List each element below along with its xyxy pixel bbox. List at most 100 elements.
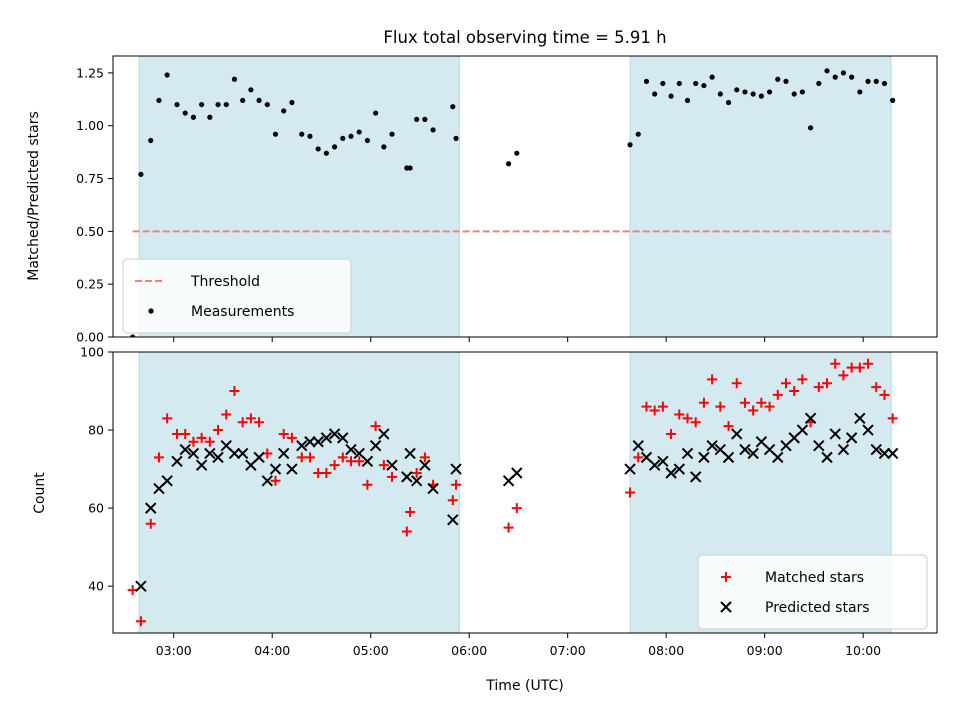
measurements-point[interactable] xyxy=(323,150,329,156)
measurements-point[interactable] xyxy=(299,131,305,137)
measurements-point[interactable] xyxy=(750,91,756,97)
measurements-point[interactable] xyxy=(873,78,879,84)
matched-stars-point[interactable] xyxy=(387,471,398,482)
measurements-point[interactable] xyxy=(890,97,896,103)
predicted-stars-point[interactable] xyxy=(829,428,841,440)
matched-stars-point[interactable] xyxy=(739,397,750,408)
matched-stars-point[interactable] xyxy=(180,428,191,439)
measurements-point[interactable] xyxy=(635,131,641,137)
predicted-stars-point[interactable] xyxy=(212,451,224,464)
measurements-point[interactable] xyxy=(816,80,822,87)
measurements-point[interactable] xyxy=(381,144,387,150)
matched-stars-point[interactable] xyxy=(715,401,726,412)
measurements-point[interactable] xyxy=(881,80,888,87)
matched-stars-point[interactable] xyxy=(625,487,636,498)
measurements-point[interactable] xyxy=(240,97,246,103)
predicted-stars-point[interactable] xyxy=(419,459,431,471)
matched-stars-point[interactable] xyxy=(682,413,693,424)
measurements-point[interactable] xyxy=(148,137,154,144)
measurements-point[interactable] xyxy=(364,137,371,144)
predicted-stars-point[interactable] xyxy=(845,432,858,444)
matched-stars-point[interactable] xyxy=(756,397,767,408)
measurements-point[interactable] xyxy=(857,89,863,95)
matched-stars-point[interactable] xyxy=(411,467,422,478)
predicted-stars-point[interactable] xyxy=(657,455,669,467)
matched-stars-point[interactable] xyxy=(863,358,874,369)
measurements-point[interactable] xyxy=(315,146,321,152)
predicted-stars-point[interactable] xyxy=(624,463,636,475)
matched-stars-point[interactable] xyxy=(764,401,775,412)
predicted-stars-point[interactable] xyxy=(269,463,282,475)
matched-stars-point[interactable] xyxy=(362,479,373,490)
predicted-stars-point[interactable] xyxy=(404,447,416,460)
predicted-stars-point[interactable] xyxy=(772,451,784,464)
measurements-point[interactable] xyxy=(849,74,855,80)
measurements-point[interactable] xyxy=(840,70,847,76)
measurements-point[interactable] xyxy=(231,76,238,82)
matched-stars-point[interactable] xyxy=(690,417,701,428)
matched-stars-point[interactable] xyxy=(337,452,348,463)
matched-stars-point[interactable] xyxy=(748,405,759,416)
measurements-point[interactable] xyxy=(289,99,295,106)
predicted-stars-point[interactable] xyxy=(673,463,686,475)
measurements-point[interactable] xyxy=(660,80,666,87)
matched-stars-point[interactable] xyxy=(237,417,248,428)
matched-stars-point[interactable] xyxy=(329,460,340,471)
measurements-point[interactable] xyxy=(453,135,459,141)
predicted-stars-point[interactable] xyxy=(648,459,661,471)
matched-stars-point[interactable] xyxy=(354,456,365,467)
predicted-stars-point[interactable] xyxy=(361,455,374,467)
predicted-stars-point[interactable] xyxy=(386,459,398,471)
predicted-stars-point[interactable] xyxy=(228,447,241,460)
measurements-point[interactable] xyxy=(734,87,740,93)
predicted-stars-point[interactable] xyxy=(731,428,743,440)
predicted-stars-point[interactable] xyxy=(187,447,200,460)
measurements-point[interactable] xyxy=(865,78,871,84)
measurements-point[interactable] xyxy=(356,129,362,135)
matched-stars-point[interactable] xyxy=(419,452,430,463)
predicted-stars-point[interactable] xyxy=(195,459,208,471)
measurements-point[interactable] xyxy=(652,91,658,97)
matched-stars-point[interactable] xyxy=(370,421,381,432)
predicted-stars-point[interactable] xyxy=(135,580,147,592)
measurements-point[interactable] xyxy=(742,89,748,95)
measurements-point[interactable] xyxy=(693,80,699,87)
matched-stars-point[interactable] xyxy=(511,503,522,514)
measurements-point[interactable] xyxy=(758,93,764,99)
matched-stars-point[interactable] xyxy=(270,475,281,486)
matched-stars-point[interactable] xyxy=(304,452,315,463)
predicted-stars-point[interactable] xyxy=(369,439,382,452)
predicted-stars-point[interactable] xyxy=(171,455,183,467)
measurements-point[interactable] xyxy=(407,165,413,171)
matched-stars-point[interactable] xyxy=(245,413,256,424)
predicted-stars-point[interactable] xyxy=(447,514,459,526)
predicted-stars-point[interactable] xyxy=(632,439,644,452)
predicted-stars-point[interactable] xyxy=(747,447,759,460)
measurements-point[interactable] xyxy=(199,101,205,108)
matched-stars-point[interactable] xyxy=(871,382,882,393)
measurements-point[interactable] xyxy=(783,78,789,84)
matched-stars-point[interactable] xyxy=(447,495,458,506)
measurements-point[interactable] xyxy=(775,76,781,82)
matched-stars-point[interactable] xyxy=(854,362,865,373)
matched-stars-point[interactable] xyxy=(196,432,207,443)
predicted-stars-point[interactable] xyxy=(821,451,833,464)
measurements-point[interactable] xyxy=(709,74,715,80)
matched-stars-point[interactable] xyxy=(666,428,677,439)
measurements-point[interactable] xyxy=(808,125,814,131)
predicted-stars-point[interactable] xyxy=(328,428,341,440)
predicted-stars-point[interactable] xyxy=(345,443,357,456)
measurements-point[interactable] xyxy=(514,150,520,156)
measurements-point[interactable] xyxy=(307,133,313,139)
measurements-point[interactable] xyxy=(248,87,254,93)
predicted-stars-point[interactable] xyxy=(837,443,850,456)
matched-stars-point[interactable] xyxy=(401,526,412,537)
measurements-point[interactable] xyxy=(182,110,188,116)
matched-stars-point[interactable] xyxy=(813,382,824,393)
predicted-stars-point[interactable] xyxy=(312,436,324,448)
measurements-point[interactable] xyxy=(174,101,180,108)
matched-stars-point[interactable] xyxy=(633,452,644,463)
matched-stars-point[interactable] xyxy=(707,374,718,385)
measurements-point[interactable] xyxy=(668,93,674,99)
predicted-stars-point[interactable] xyxy=(145,502,157,514)
